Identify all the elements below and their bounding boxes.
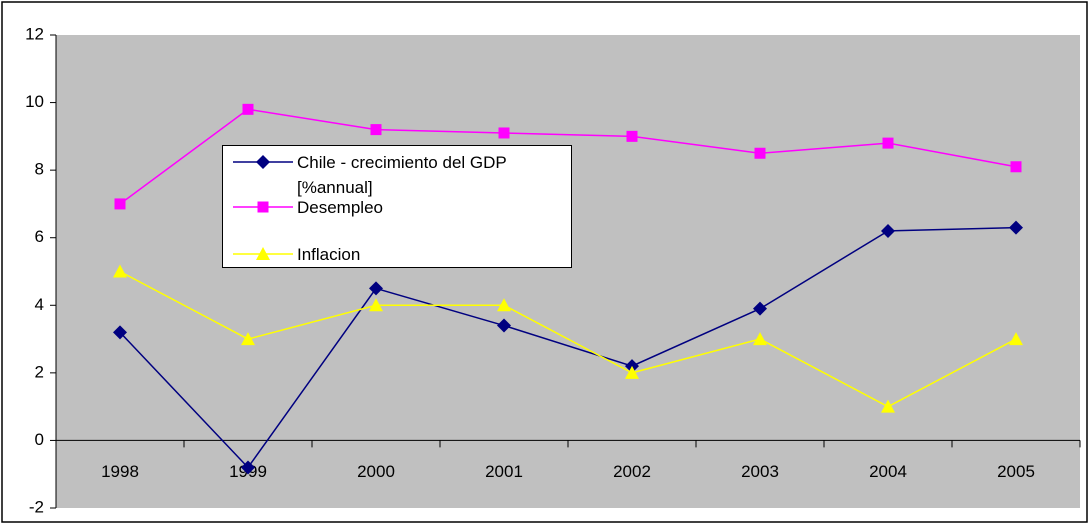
y-tick-label: 2 xyxy=(35,362,44,381)
y-tick-label: -2 xyxy=(29,497,44,516)
series-line xyxy=(119,108,1017,205)
marker xyxy=(370,124,382,136)
marker xyxy=(626,130,638,142)
marker xyxy=(256,247,270,260)
legend-swatch xyxy=(233,201,293,213)
x-tick-label: 2001 xyxy=(485,462,523,481)
marker xyxy=(497,298,511,312)
marker xyxy=(881,399,895,413)
marker xyxy=(113,325,127,340)
marker xyxy=(881,223,895,238)
y-tick-label: 12 xyxy=(25,24,44,43)
marker xyxy=(754,147,766,159)
x-tick-label: 2002 xyxy=(613,462,651,481)
marker xyxy=(625,365,639,379)
marker xyxy=(369,281,383,296)
marker xyxy=(257,201,269,213)
marker xyxy=(753,301,767,316)
legend-swatch xyxy=(233,247,293,260)
legend-label: Inflacion xyxy=(297,245,361,264)
marker xyxy=(241,332,255,346)
marker xyxy=(882,137,894,149)
marker xyxy=(256,155,270,169)
marker xyxy=(753,332,767,346)
marker xyxy=(241,460,255,475)
x-tick-label: 2003 xyxy=(741,462,779,481)
legend-label: Chile - crecimiento del GDP [%annual] xyxy=(297,153,507,197)
series-line xyxy=(119,270,1017,408)
y-tick-label: 0 xyxy=(35,430,44,449)
plot-area xyxy=(56,35,1080,508)
marker xyxy=(1009,332,1023,346)
y-tick-label: 8 xyxy=(35,160,44,179)
y-tick-label: 4 xyxy=(35,295,44,314)
legend-swatch xyxy=(233,155,293,169)
x-tick-label: 2004 xyxy=(869,462,907,481)
y-tick-label: 10 xyxy=(25,92,44,111)
legend-label: Desempleo xyxy=(297,198,383,217)
marker xyxy=(242,103,254,115)
marker xyxy=(1009,220,1023,235)
marker xyxy=(497,318,511,333)
marker xyxy=(369,298,383,312)
marker xyxy=(1010,161,1022,173)
series-line xyxy=(119,226,1017,469)
marker xyxy=(498,127,510,139)
marker xyxy=(114,198,126,210)
x-tick-label: 2000 xyxy=(357,462,395,481)
legend: Chile - crecimiento del GDP [%annual] Des… xyxy=(222,145,572,268)
y-tick-label: 6 xyxy=(35,227,44,246)
marker xyxy=(113,264,127,278)
x-tick-label: 2005 xyxy=(997,462,1035,481)
x-tick-label: 1998 xyxy=(101,462,139,481)
